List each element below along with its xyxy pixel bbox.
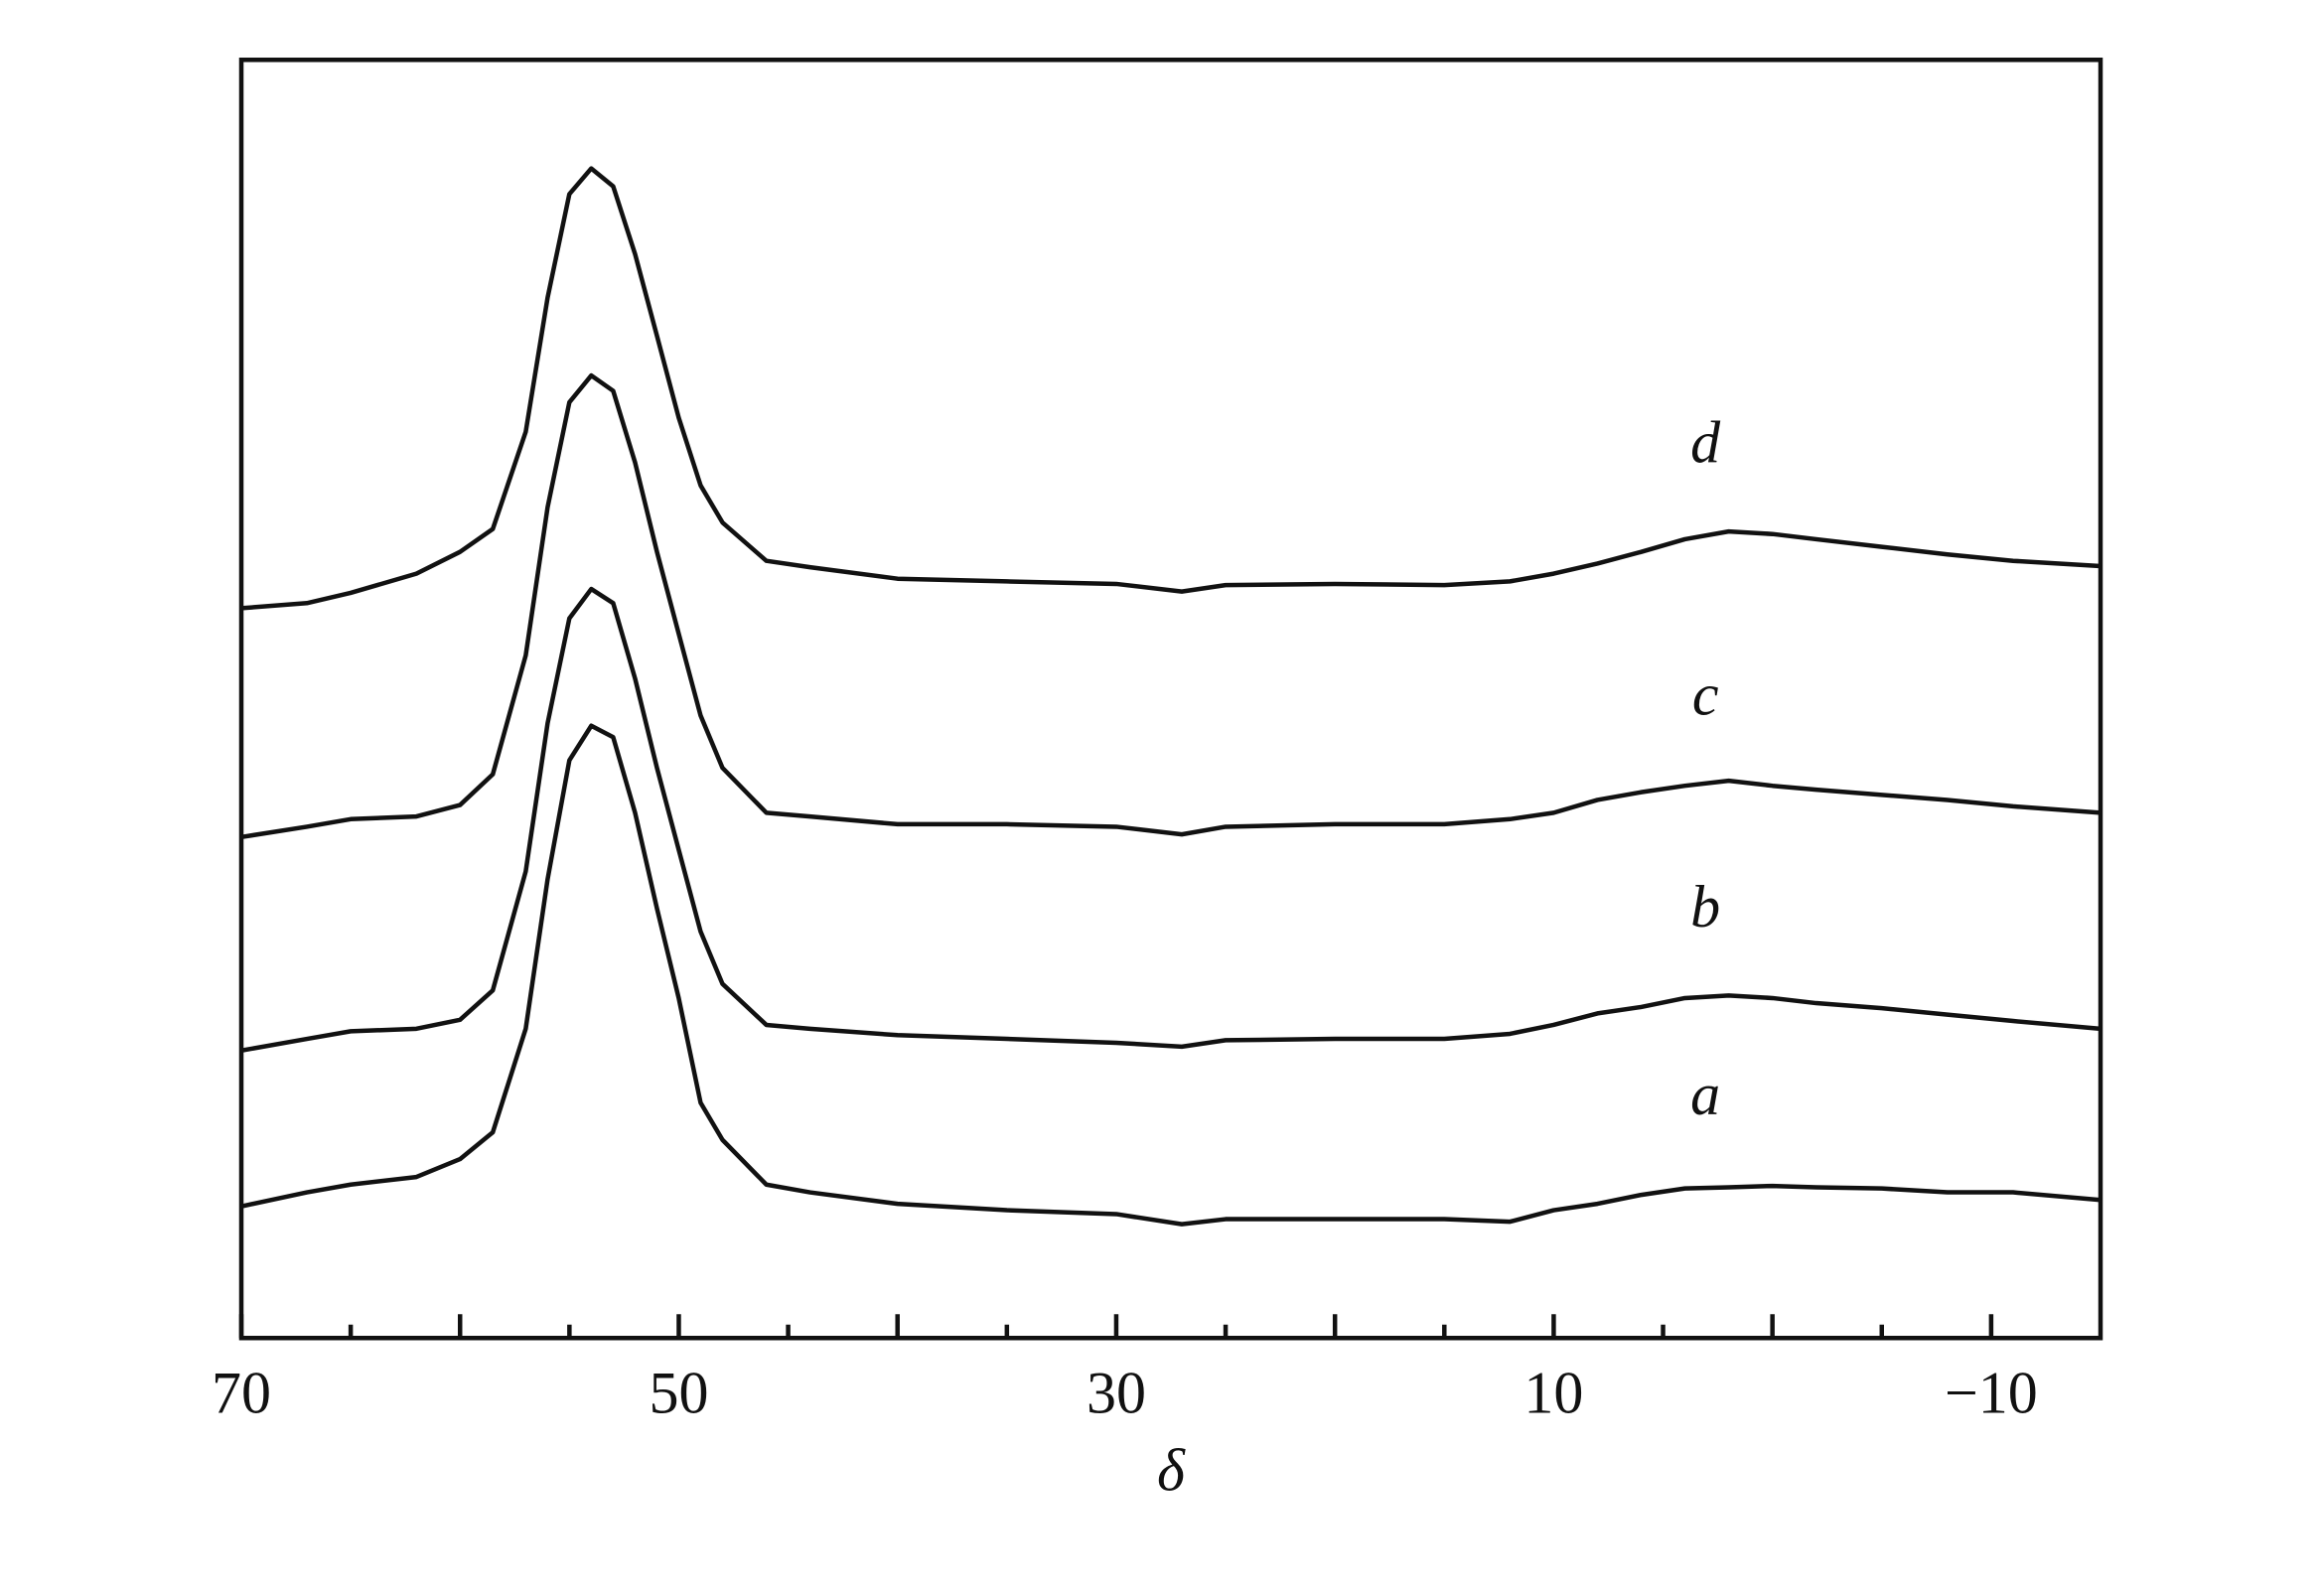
series-label: d bbox=[1690, 410, 1721, 476]
x-tick-label: 70 bbox=[212, 1360, 271, 1425]
x-axis-label: δ bbox=[1157, 1437, 1186, 1503]
spectrum-line bbox=[240, 723, 2102, 1227]
series-label: b bbox=[1690, 874, 1720, 940]
plot-frame bbox=[238, 58, 2103, 1341]
x-tick-label: 30 bbox=[1087, 1360, 1146, 1425]
x-tick-label: 50 bbox=[649, 1360, 708, 1425]
series-label: c bbox=[1692, 661, 1719, 727]
spectrum-line bbox=[240, 372, 2102, 840]
series-label: a bbox=[1690, 1062, 1720, 1127]
x-tick-label: −10 bbox=[1945, 1360, 2038, 1425]
spectrum-line bbox=[240, 586, 2102, 1053]
x-tick-label: 10 bbox=[1523, 1360, 1583, 1425]
spectrum-line bbox=[240, 166, 2102, 611]
